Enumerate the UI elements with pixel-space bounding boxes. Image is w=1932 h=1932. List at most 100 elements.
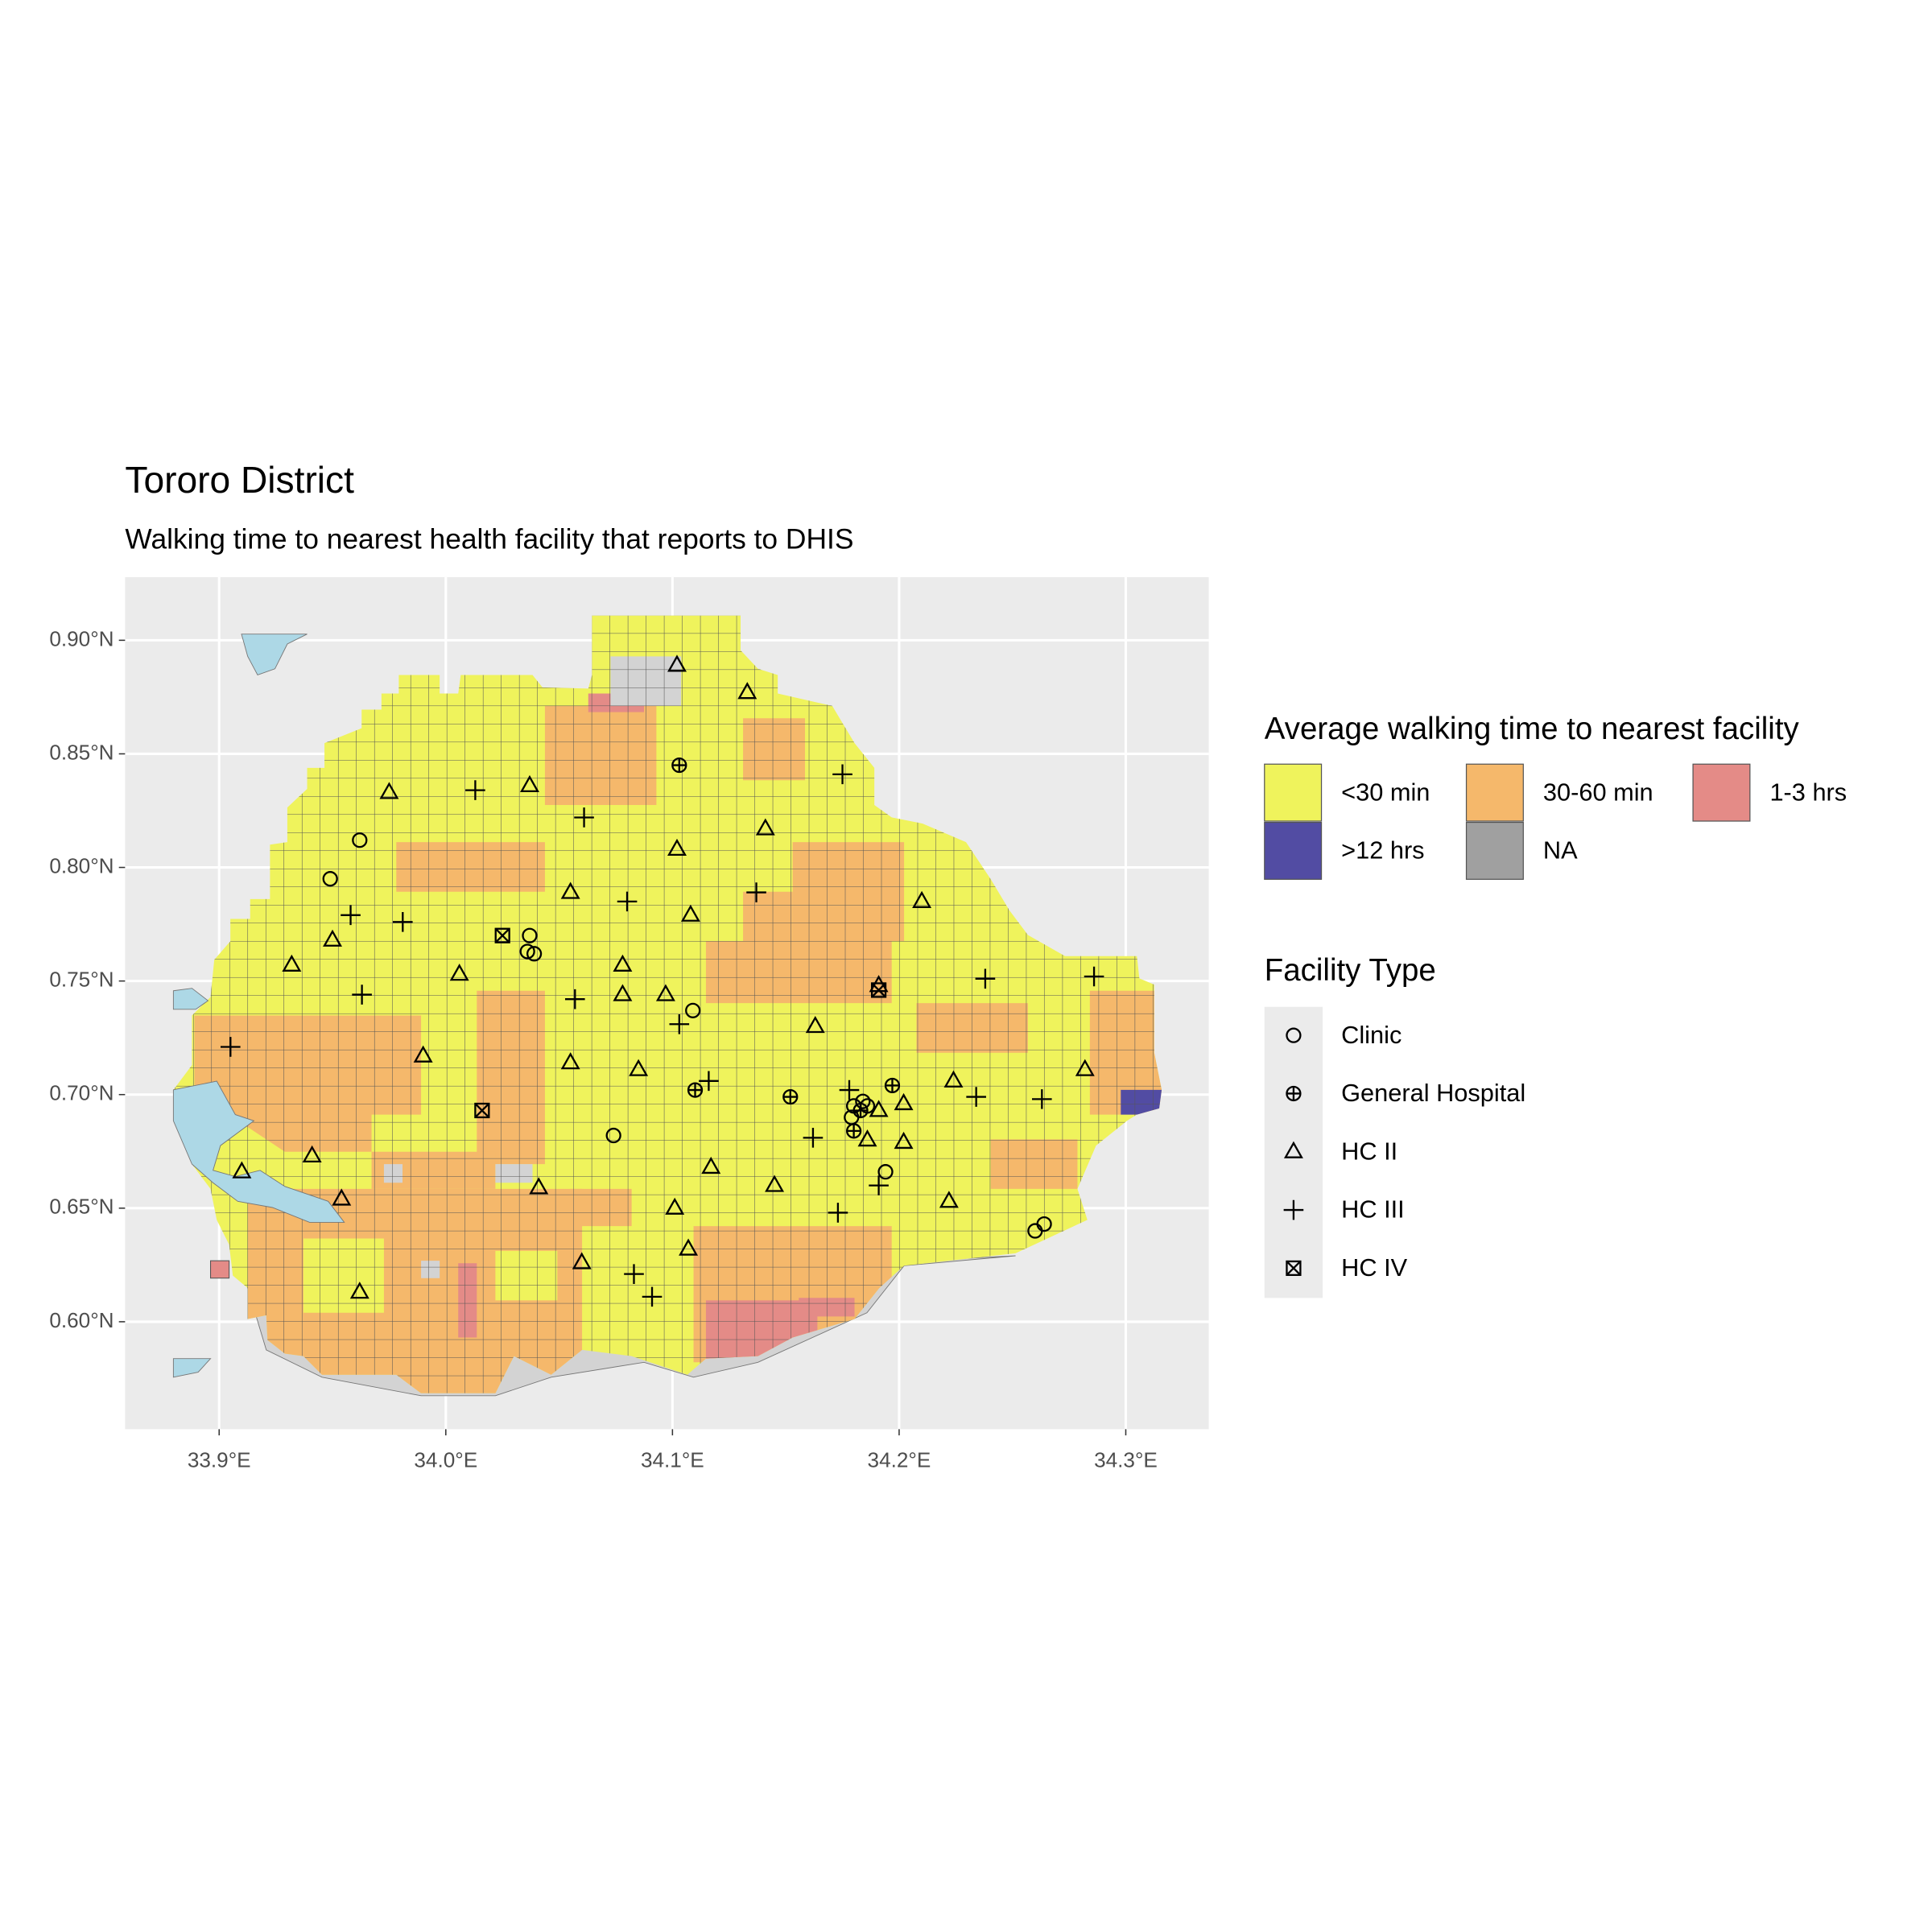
facility-marker [755, 818, 775, 836]
facility-marker [655, 984, 675, 1001]
facility-marker [894, 1092, 914, 1111]
x-tick-label: 34.1°E [641, 1447, 704, 1472]
shape [379, 782, 399, 799]
facility-marker [605, 1127, 621, 1144]
y-tick-label: 0.85°N [49, 740, 114, 764]
legend-label: General Hospital [1341, 1079, 1525, 1107]
y-tick-label: 0.60°N [49, 1308, 114, 1332]
facility-marker [737, 682, 758, 700]
facility-marker [701, 1156, 721, 1174]
legend-key [1692, 763, 1751, 822]
title: Tororo District [125, 459, 354, 501]
shape [701, 1156, 721, 1174]
shape [783, 1090, 798, 1104]
facility-marker [232, 1161, 252, 1179]
shape [1032, 1089, 1052, 1109]
facility-marker [613, 984, 633, 1001]
shape [629, 1059, 649, 1076]
legend-title: Average walking time to nearest facility [1265, 712, 1800, 746]
legend-key [1283, 1141, 1303, 1158]
shape [839, 1080, 860, 1100]
facility-marker [572, 1252, 592, 1269]
shape [413, 1045, 433, 1063]
shape [613, 954, 633, 972]
legend-key [1465, 821, 1524, 880]
facility-marker [1036, 1216, 1052, 1232]
y-tick-label: 0.70°N [49, 1081, 114, 1105]
shape [755, 818, 775, 836]
facility-marker [560, 881, 580, 899]
facility-marker [869, 1175, 889, 1195]
shape [1084, 966, 1104, 987]
facility-marker [474, 1102, 490, 1119]
facility-marker [413, 1045, 433, 1063]
shape [665, 1197, 685, 1215]
shape [912, 890, 932, 908]
facility-marker [667, 654, 687, 672]
shape [322, 871, 338, 887]
shape [828, 1203, 848, 1223]
shape [669, 1013, 690, 1034]
legend-key [1465, 763, 1524, 822]
facility-marker [869, 1100, 889, 1117]
shape [853, 1104, 868, 1117]
facility-marker [1032, 1089, 1052, 1109]
legend-label: <30 min [1341, 778, 1430, 806]
facility-marker [332, 1188, 352, 1206]
y-tick-label: 0.90°N [49, 626, 114, 650]
facility-marker [782, 1088, 799, 1105]
shape [679, 1238, 699, 1256]
facility-marker [685, 1002, 701, 1018]
shape [221, 1037, 241, 1057]
facility-marker [939, 1191, 959, 1208]
legend-key [1286, 1085, 1302, 1102]
shape [302, 1145, 322, 1162]
facility-marker [679, 1238, 699, 1256]
facility-marker [845, 1123, 862, 1139]
facility-marker [966, 1087, 986, 1107]
facility-marker [1084, 966, 1104, 987]
facility-marker [465, 780, 485, 800]
shape [667, 838, 687, 857]
shape [805, 1015, 825, 1034]
shape [519, 774, 539, 793]
facility-marker [805, 1015, 825, 1034]
facility-marker [855, 1093, 871, 1109]
facility-marker [519, 943, 535, 960]
shape [655, 984, 675, 1001]
shape [1286, 1261, 1302, 1276]
facility-marker [642, 1286, 663, 1307]
legend-label: 1-3 hrs [1769, 778, 1847, 806]
shape [574, 807, 594, 828]
shape [341, 905, 361, 926]
shape [894, 1131, 914, 1150]
shape [894, 1092, 914, 1111]
shape [613, 984, 633, 1001]
shape [572, 1252, 592, 1269]
facility-marker [449, 964, 469, 981]
shape [886, 1078, 899, 1092]
facility-marker [629, 1059, 649, 1076]
shape [332, 1188, 352, 1206]
shape [1286, 1087, 1301, 1100]
shape [1036, 1216, 1052, 1232]
facility-marker [341, 905, 361, 926]
shape [966, 1087, 986, 1107]
shape [494, 927, 510, 943]
legend-key [1264, 821, 1323, 880]
x-tick-label: 34.3°E [1094, 1447, 1158, 1472]
shape [349, 1282, 369, 1299]
facility-marker [828, 1203, 848, 1223]
facility-marker [613, 954, 633, 972]
shape [737, 682, 758, 700]
facility-marker [221, 1037, 241, 1057]
legend-title: Facility Type [1265, 953, 1436, 988]
x-tick-label: 34.2°E [868, 1447, 931, 1472]
facility-marker [392, 911, 413, 932]
legend-key [1264, 763, 1323, 822]
subtitle: Walking time to nearest health facility … [125, 524, 853, 555]
shape [855, 1093, 871, 1109]
facility-marker [680, 904, 700, 922]
shape [352, 985, 372, 1005]
